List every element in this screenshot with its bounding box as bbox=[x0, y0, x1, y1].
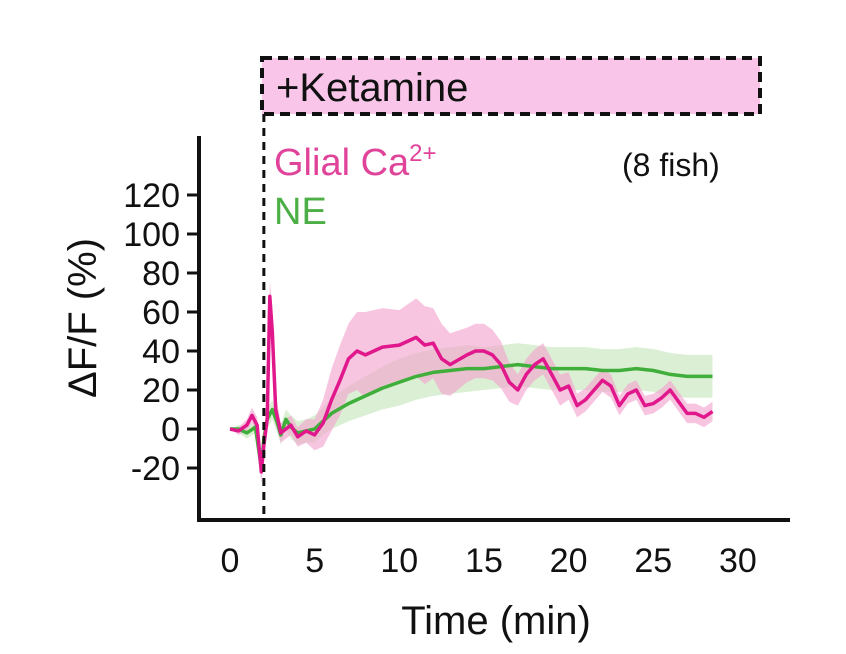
x-tick-label: 25 bbox=[634, 542, 672, 580]
glial-error-band bbox=[230, 280, 713, 484]
ne-series-line bbox=[230, 362, 713, 470]
legend-glial: Glial Ca2+ bbox=[274, 140, 437, 184]
treatment-box bbox=[260, 56, 762, 116]
y-tick-label: 100 bbox=[123, 216, 180, 254]
x-axis-title: Time (min) bbox=[401, 599, 591, 643]
legend-glial-text: Glial Ca bbox=[274, 142, 410, 184]
y-tick-label: 80 bbox=[142, 255, 180, 293]
y-tick-label: 60 bbox=[142, 294, 180, 332]
x-tick-label: 15 bbox=[465, 542, 503, 580]
legend-ne: NE bbox=[274, 191, 327, 233]
x-tick-label: 10 bbox=[380, 542, 418, 580]
fish-count-note: (8 fish) bbox=[622, 147, 720, 183]
ne-error-band bbox=[230, 343, 713, 478]
y-tick-label: 20 bbox=[142, 372, 180, 410]
glial-series-line bbox=[229, 294, 714, 474]
y-tick-label: -20 bbox=[131, 450, 180, 488]
y-axis-title: ΔF/F (%) bbox=[61, 238, 105, 398]
x-tick-label: 0 bbox=[221, 542, 240, 580]
x-tick-label: 30 bbox=[719, 542, 757, 580]
x-tick-label: 20 bbox=[550, 542, 588, 580]
x-tick-label: 5 bbox=[305, 542, 324, 580]
y-tick-label: 120 bbox=[123, 177, 180, 215]
y-tick-label: 0 bbox=[161, 411, 180, 449]
legend-glial-sup: 2+ bbox=[409, 140, 436, 167]
treatment-label: +Ketamine bbox=[276, 66, 468, 110]
y-tick-label: 40 bbox=[142, 333, 180, 371]
